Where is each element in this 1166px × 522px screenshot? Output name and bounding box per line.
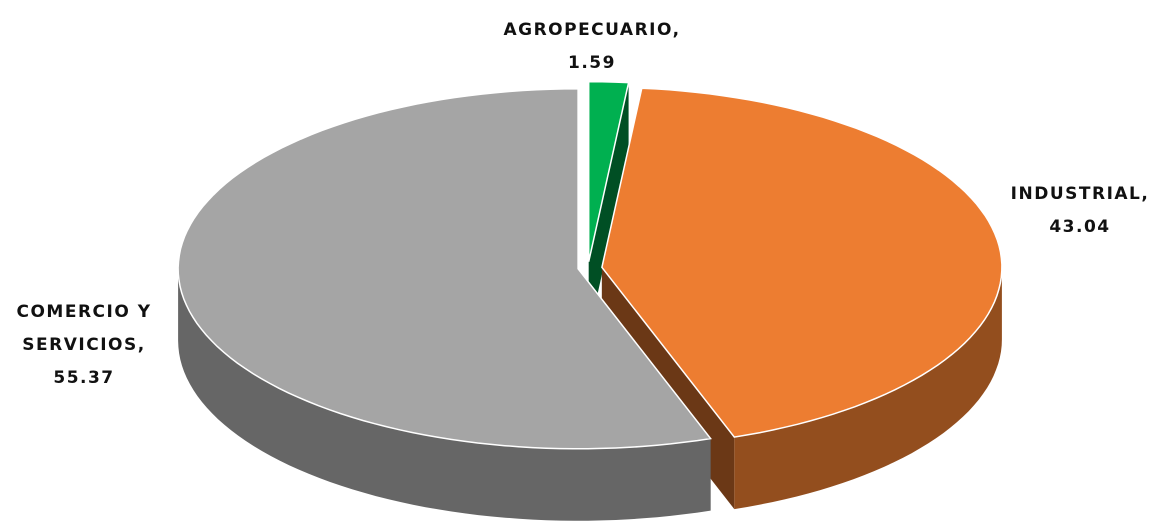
label-value: 1.59 [568, 53, 616, 73]
slice [601, 87, 1003, 438]
label-category: COMERCIO Y SERVICIOS, [16, 302, 152, 355]
label-value: 55.37 [53, 368, 115, 388]
label-value: 43.04 [1049, 217, 1111, 237]
slice [177, 88, 712, 450]
label-category: AGROPECUARIO, [503, 20, 681, 40]
slice-cut-face [588, 82, 629, 334]
data-label: AGROPECUARIO, 1.59 [503, 14, 680, 80]
slice [587, 80, 630, 262]
data-label: INDUSTRIAL, 43.04 [1011, 178, 1150, 244]
slice-side [178, 268, 711, 521]
slice-side [734, 267, 1002, 510]
data-label: COMERCIO Y SERVICIOS, 55.37 [0, 296, 174, 395]
label-category: INDUSTRIAL, [1010, 184, 1150, 204]
